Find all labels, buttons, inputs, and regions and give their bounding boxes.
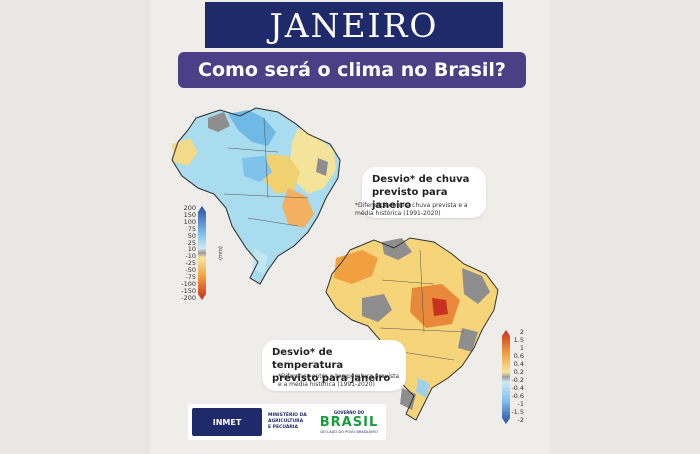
rain-legend-tick: -200 [181,293,196,302]
temperature-map-note: *Diferença entre a temperatura prevista … [278,373,400,388]
temperature-legend-tick: 0.6 [513,352,524,360]
rain-legend-tick: -100 [181,279,196,288]
inmet-logo: INMET [192,408,262,436]
rain-legend-tick: -10 [185,252,196,261]
temperature-legend-tick: 1.5 [513,336,524,344]
rain-legend-tick: 75 [187,224,196,233]
government-logo: GOVERNO DO BRASIL DO LADO DO POVO BRASIL… [319,410,379,434]
rain-legend-tick: 10 [187,245,196,254]
rain-legend-bar [198,206,206,300]
temperature-legend-tick: 2 [519,328,524,336]
temperature-map-label: Desvio* de temperatura previsto para jan… [262,340,406,391]
right-margin [550,0,700,454]
page-title: JANEIRO [205,2,503,48]
temperature-legend-tick: 0.2 [513,368,524,376]
rain-map-label: Desvio* de chuva previsto para janeiro [362,167,486,218]
temperature-legend-tick: -2 [517,416,524,424]
rain-legend-tick: -50 [185,266,196,275]
rain-map-note: *Diferença entre a chuva prevista e a mé… [355,202,468,217]
left-margin [0,0,150,454]
temperature-legend-tick: 0.4 [513,360,524,368]
temperature-legend-tick: -0.4 [511,384,524,392]
temperature-legend-tick: -0.2 [511,376,524,384]
rain-legend-tick: 150 [183,210,196,219]
rain-legend-unit: (mm) [217,246,224,260]
temperature-legend-tick: 1 [519,344,524,352]
rain-legend-tick: -150 [181,286,196,295]
rain-legend-tick: 100 [183,217,196,226]
temperature-legend-tick: -1 [517,400,524,408]
temperature-legend: 2 1.5 1 0.6 0.4 0.2 -0.2 -0.4 -0.6 -1 -1.5 -2 [498,328,538,428]
temperature-deviation-map [325,237,499,421]
ministry-logo: MINISTÉRIO DA AGRICULTURA E PECUÁRIA [268,413,307,430]
footer-logos: INMET MINISTÉRIO DA AGRICULTURA E PECUÁR… [188,404,386,440]
rain-legend-tick: -25 [185,259,196,268]
temperature-legend-tick: -0.6 [511,392,524,400]
temperature-legend-tick: -1.5 [511,408,524,416]
rain-legend-tick: -75 [185,273,196,281]
rain-legend: 200 150 100 75 50 25 10 -10 -25 -50 -75 -100 -150 -20… [176,204,226,304]
rain-legend-tick: 25 [187,238,196,247]
rain-legend-tick: 200 [183,204,196,212]
temperature-legend-bar [502,330,510,424]
page-subtitle: Como será o clima no Brasil? [178,52,526,88]
rain-deviation-map [171,107,341,285]
rain-legend-tick: 50 [187,231,196,240]
